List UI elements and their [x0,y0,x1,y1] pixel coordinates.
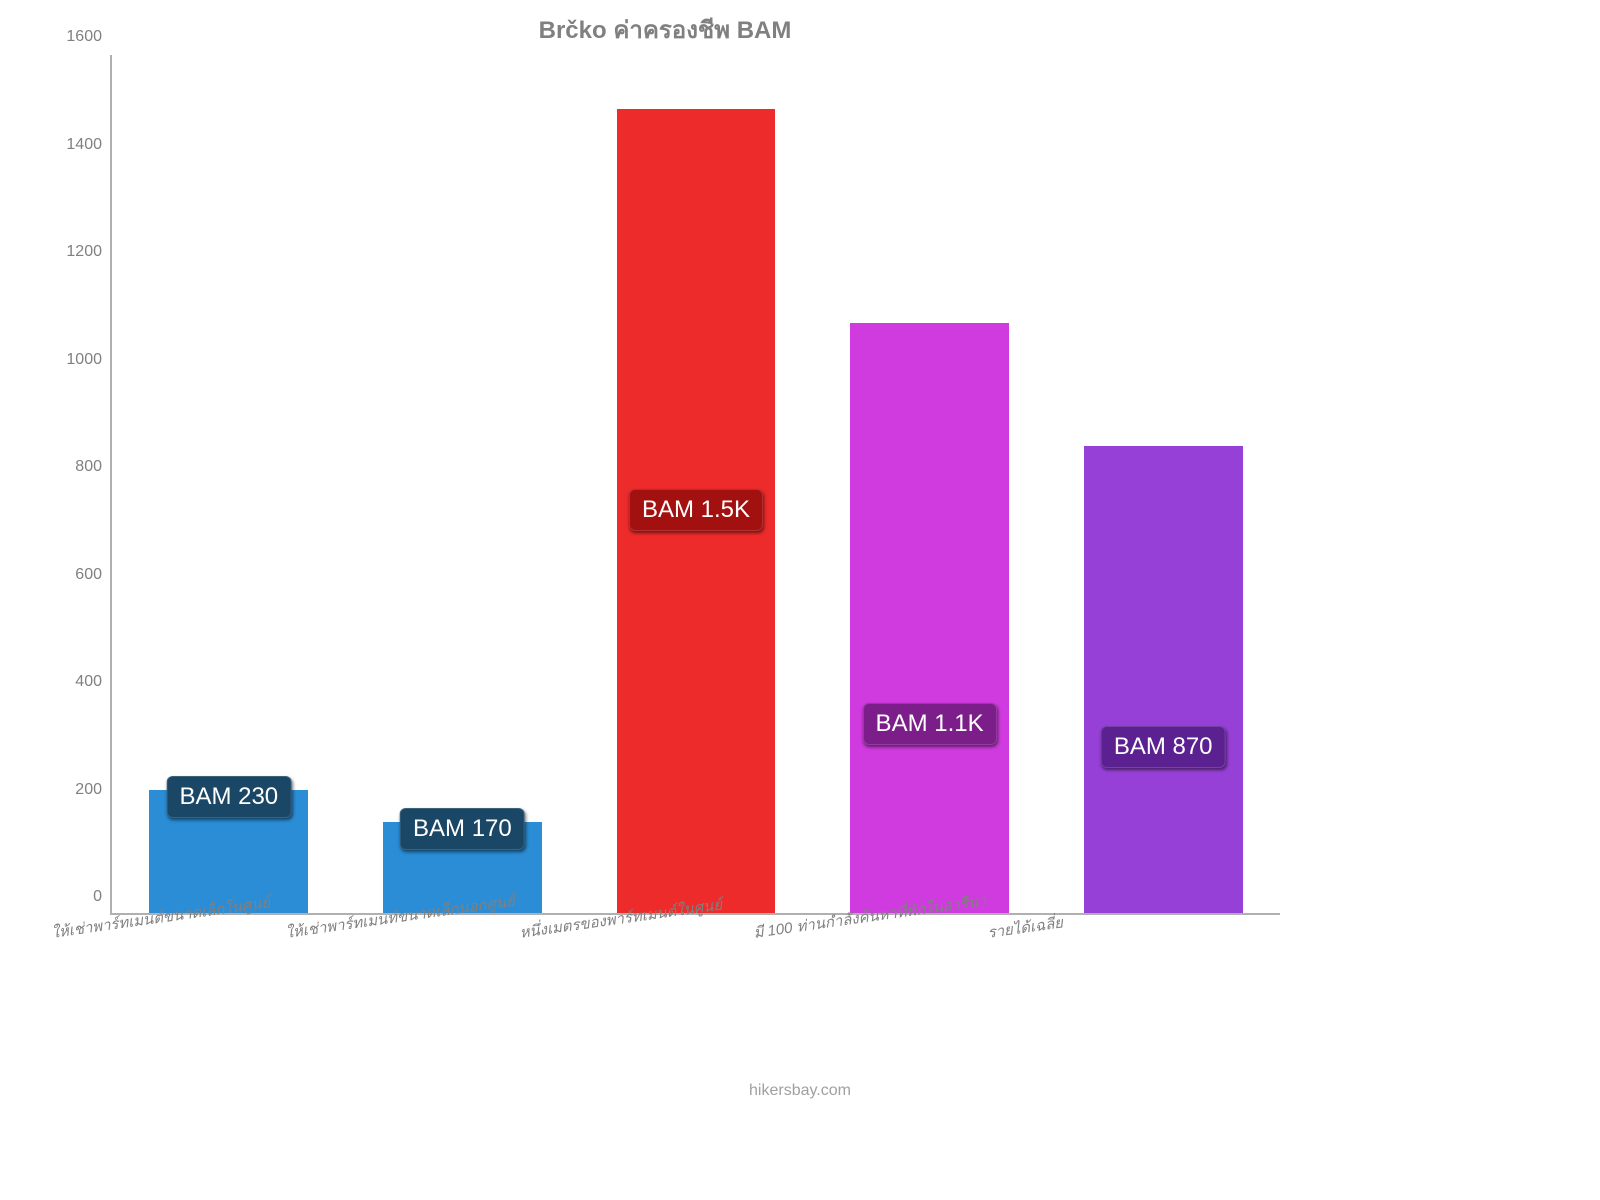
bar-slot: BAM 870 [1046,55,1280,913]
bar-slot: BAM 170 [346,55,580,913]
plot-area-wrapper: 02004006008001000120014001600 BAM 230BAM… [50,55,1280,955]
y-tick-label: 1600 [66,28,102,46]
y-tick-label: 1000 [66,351,102,369]
x-axis-labels: ให้เช่าพาร์ทเมนต์ขนาดเล็กในศูนย์ให้เช่าพ… [110,921,1280,981]
y-tick-label: 0 [93,888,102,906]
bar-value-label: BAM 1.5K [629,489,763,531]
plot-area: BAM 230 BAM 170 BAM 1.5K BAM 1.1K BAM 870 [110,55,1280,915]
bar-slot: BAM 230 [112,55,346,913]
y-tick-label: 400 [75,673,102,691]
bar-value-label: BAM 870 [1101,726,1226,768]
bar-slot: BAM 1.5K [579,55,813,913]
bar-value-label: BAM 170 [400,808,525,850]
y-tick-label: 200 [75,781,102,799]
bar-slot: BAM 1.1K [813,55,1047,913]
bar-value-label: BAM 1.1K [863,703,997,745]
bar: BAM 1.5K [617,109,776,913]
bars-group: BAM 230 BAM 170 BAM 1.5K BAM 1.1K BAM 870 [112,55,1280,913]
bar-value-label: BAM 230 [166,776,291,818]
bar: BAM 230 [149,790,308,913]
chart-container: Brčko ค่าครองชีพ BAM 0 200 400 600 800 1000 12… [50,10,1280,990]
bar: BAM 870 [1084,446,1243,913]
y-axis: 02004006008001000120014001600 [50,55,110,915]
y-tick-label: 600 [75,566,102,584]
chart-title: Brčko ค่าครองชีพ BAM [50,10,1280,49]
x-tick-label: รายได้เฉลี่ย [986,910,1064,944]
attribution-text: hikersbay.com [0,1082,1600,1100]
y-tick-label: 1200 [66,243,102,261]
x-label-slot: รายได้เฉลี่ย [1046,921,1280,981]
bar: BAM 1.1K [850,323,1009,913]
y-tick-label: 1400 [66,136,102,154]
y-tick-label: 800 [75,458,102,476]
